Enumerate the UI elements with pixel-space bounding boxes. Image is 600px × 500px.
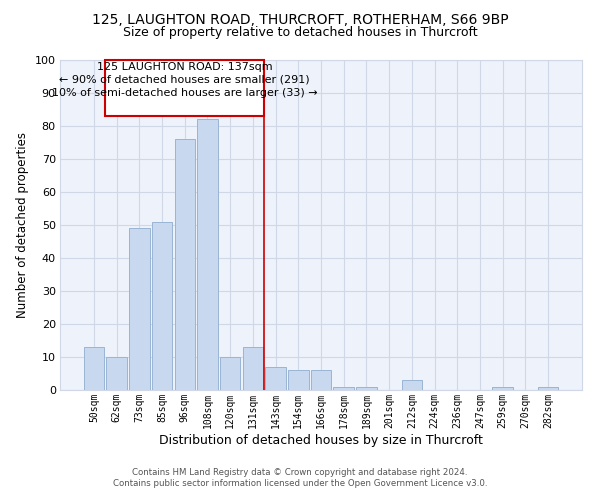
Bar bbox=[538, 386, 558, 390]
Text: Contains HM Land Registry data © Crown copyright and database right 2024.
Contai: Contains HM Land Registry data © Crown c… bbox=[113, 468, 487, 487]
Bar bbox=[197, 120, 218, 390]
Bar bbox=[334, 386, 354, 390]
Text: 125 LAUGHTON ROAD: 137sqm
← 90% of detached houses are smaller (291)
10% of semi: 125 LAUGHTON ROAD: 137sqm ← 90% of detac… bbox=[52, 62, 317, 98]
Bar bbox=[175, 139, 195, 390]
Y-axis label: Number of detached properties: Number of detached properties bbox=[16, 132, 29, 318]
Bar bbox=[152, 222, 172, 390]
Bar bbox=[265, 367, 286, 390]
Bar bbox=[356, 386, 377, 390]
Bar bbox=[493, 386, 513, 390]
Text: Size of property relative to detached houses in Thurcroft: Size of property relative to detached ho… bbox=[122, 26, 478, 39]
X-axis label: Distribution of detached houses by size in Thurcroft: Distribution of detached houses by size … bbox=[159, 434, 483, 446]
Bar bbox=[401, 380, 422, 390]
Text: 125, LAUGHTON ROAD, THURCROFT, ROTHERHAM, S66 9BP: 125, LAUGHTON ROAD, THURCROFT, ROTHERHAM… bbox=[92, 12, 508, 26]
FancyBboxPatch shape bbox=[105, 60, 264, 116]
Bar bbox=[84, 347, 104, 390]
Bar bbox=[220, 357, 241, 390]
Bar bbox=[242, 347, 263, 390]
Bar bbox=[288, 370, 308, 390]
Bar bbox=[129, 228, 149, 390]
Bar bbox=[311, 370, 331, 390]
Bar bbox=[106, 357, 127, 390]
